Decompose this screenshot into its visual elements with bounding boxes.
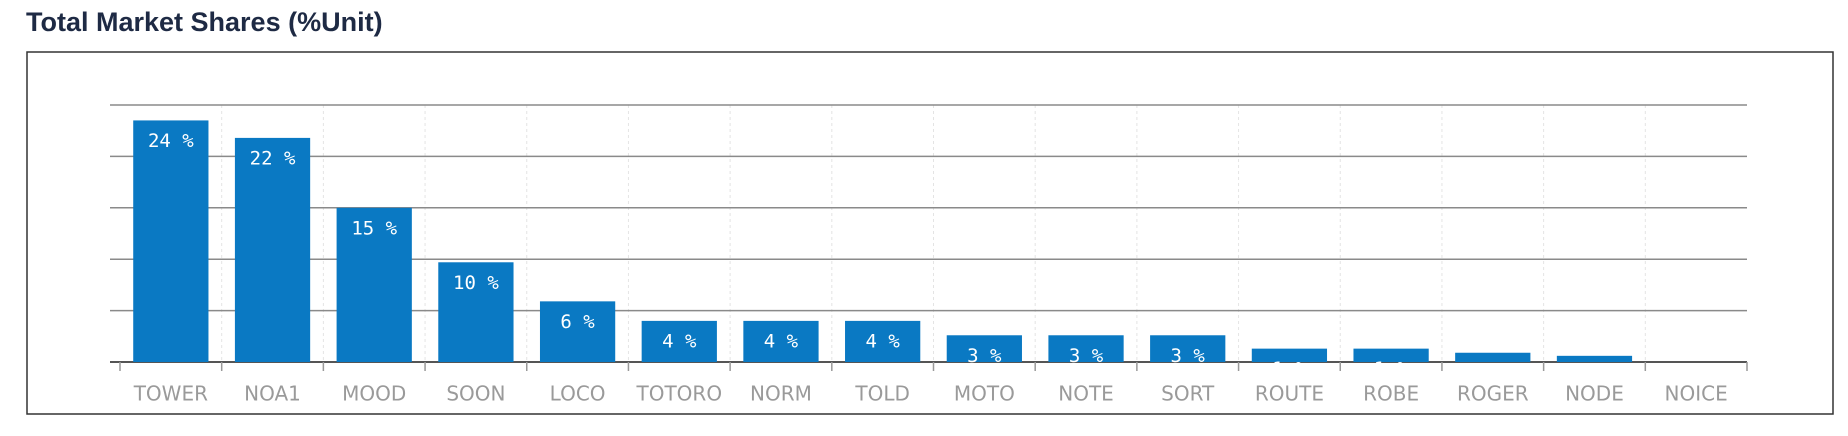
- bar: [641, 320, 717, 362]
- x-tick-label: TOLD: [854, 382, 910, 406]
- bar: [336, 207, 412, 362]
- value-label: 6 %: [560, 311, 595, 333]
- bar: [438, 262, 514, 362]
- x-tick-label: SOON: [446, 382, 505, 406]
- x-tick-label: NOA1: [244, 382, 301, 406]
- value-label: 1 %: [1272, 358, 1307, 380]
- value-label: 1 %: [1374, 358, 1409, 380]
- bar: [234, 137, 311, 362]
- bar: [1150, 335, 1226, 362]
- value-label: 4 %: [764, 330, 799, 352]
- x-tick-label: MOOD: [342, 382, 406, 406]
- x-tick-label: TOWER: [133, 382, 208, 406]
- x-tick-label: NOICE: [1665, 382, 1728, 406]
- x-tick-label: ROUTE: [1255, 382, 1324, 406]
- value-label: 22 %: [250, 147, 296, 169]
- x-tick-label: MOTO: [954, 382, 1015, 406]
- x-tick-label: NODE: [1565, 382, 1624, 406]
- bar: [539, 301, 616, 362]
- x-tick-label: LOCO: [550, 382, 606, 406]
- value-label: 15 %: [351, 217, 397, 239]
- value-label: 4 %: [662, 330, 697, 352]
- x-tick-label: ROGER: [1457, 382, 1529, 406]
- x-tick-label: SORT: [1161, 382, 1215, 406]
- bar: [1251, 348, 1328, 362]
- value-label: 3 %: [967, 345, 1002, 367]
- value-label: 3 %: [1171, 345, 1206, 367]
- value-label: 3 %: [1069, 345, 1104, 367]
- bar: [845, 320, 921, 362]
- value-label: 24 %: [148, 130, 194, 152]
- x-tick-label: TOTORO: [636, 382, 723, 406]
- value-label: 10 %: [453, 272, 499, 294]
- chart-frame: [26, 51, 1834, 415]
- value-label: 4 %: [865, 330, 900, 352]
- x-tick-label: NOTE: [1058, 382, 1114, 406]
- bar: [1353, 348, 1429, 362]
- bar: [946, 335, 1022, 362]
- bar: [1455, 352, 1531, 362]
- bar: [1556, 355, 1633, 362]
- bar: [1048, 335, 1124, 362]
- bar: [133, 120, 209, 362]
- x-tick-label: ROBE: [1363, 382, 1419, 406]
- x-tick-label: NORM: [750, 382, 812, 406]
- chart-title: Total Market Shares (%Unit): [26, 7, 383, 37]
- bar: [743, 320, 819, 362]
